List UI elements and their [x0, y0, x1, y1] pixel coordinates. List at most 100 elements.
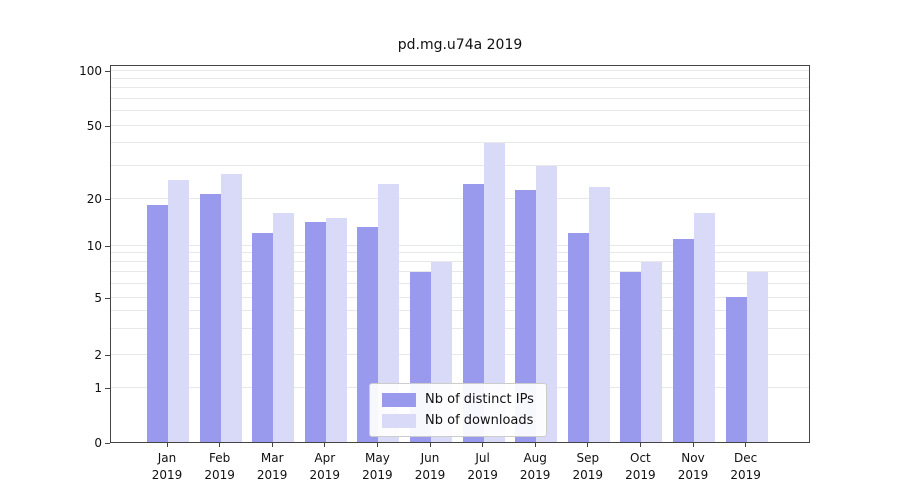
bar-ips-dec — [725, 297, 747, 442]
x-tick-mark — [271, 443, 273, 447]
plot-area: Nb of distinct IPs Nb of downloads — [110, 65, 810, 443]
x-tick-label-year: 2019 — [677, 468, 709, 482]
gridline — [111, 252, 809, 254]
bar-ips-feb — [199, 194, 221, 442]
bar-downloads-aug — [536, 165, 558, 442]
gridline — [111, 261, 809, 263]
y-tick-mark — [105, 298, 110, 299]
x-tick-label-month: Aug — [523, 451, 547, 465]
x-tick-mark — [482, 443, 484, 447]
bar-downloads-apr — [325, 217, 347, 442]
bar-downloads-jul — [483, 142, 505, 442]
y-tick-mark — [105, 443, 110, 444]
y-tick-label: 20 — [86, 192, 102, 206]
gridline — [111, 69, 809, 71]
gridline — [111, 197, 809, 199]
bar-downloads-sep — [588, 186, 610, 442]
gridline — [111, 110, 809, 112]
bar-ips-jul — [462, 183, 484, 442]
gridline — [111, 271, 809, 273]
x-tick-label-year: 2019 — [309, 468, 341, 482]
chart-title: pd.mg.u74a 2019 — [397, 37, 523, 53]
y-tick-label: 2 — [94, 348, 102, 362]
gridline — [111, 296, 809, 298]
gridline — [111, 142, 809, 144]
gridline — [111, 97, 809, 99]
bar-ips-aug — [515, 190, 537, 442]
x-tick-label-year: 2019 — [519, 468, 551, 482]
x-tick-label-year: 2019 — [151, 468, 183, 482]
y-tick-label: 1 — [94, 381, 102, 395]
bar-ips-jan — [147, 205, 168, 442]
x-tick-label-month: Jan — [157, 451, 177, 465]
bar-ips-mar — [252, 232, 274, 442]
legend-label-downloads: Nb of downloads — [425, 413, 534, 428]
bar-downloads-jan — [168, 180, 189, 442]
bar-downloads-may — [378, 183, 400, 442]
y-tick-mark — [105, 388, 110, 389]
gridline — [111, 328, 809, 330]
gridline — [111, 282, 809, 284]
x-tick-mark — [166, 443, 168, 447]
y-tick-mark — [105, 71, 110, 72]
bar-ips-apr — [304, 222, 326, 442]
x-tick-mark — [219, 443, 221, 447]
legend-item-downloads: Nb of downloads — [382, 413, 534, 428]
x-tick-mark — [534, 443, 536, 447]
gridline — [111, 124, 809, 126]
y-tick-label: 100 — [79, 64, 102, 78]
x-tick-label-year: 2019 — [730, 468, 761, 482]
legend-swatch-distinct-ips — [382, 392, 416, 407]
y-tick-label: 5 — [94, 291, 102, 305]
bar-downloads-dec — [746, 271, 768, 442]
bar-downloads-oct — [641, 261, 663, 442]
gridline — [111, 310, 809, 312]
y-tick-mark — [105, 355, 110, 356]
legend-label-distinct-ips: Nb of distinct IPs — [425, 392, 534, 407]
y-tick-mark — [105, 246, 110, 247]
x-tick-label-month: Feb — [208, 451, 231, 465]
x-tick-label-month: May — [364, 451, 390, 465]
y-tick-mark — [105, 199, 110, 200]
x-tick-mark — [587, 443, 589, 447]
y-tick-label: 0 — [94, 436, 102, 450]
x-tick-label-month: Jul — [475, 451, 490, 465]
bar-downloads-mar — [273, 213, 295, 442]
x-tick-label-year: 2019 — [625, 468, 656, 482]
y-tick-label: 50 — [86, 119, 102, 133]
x-tick-label-month: Dec — [733, 451, 758, 465]
legend-swatch-downloads — [382, 413, 416, 428]
y-tick-label: 10 — [86, 239, 102, 253]
legend-item-distinct-ips: Nb of distinct IPs — [382, 392, 534, 407]
bar-ips-oct — [620, 271, 642, 442]
bar-downloads-nov — [694, 213, 715, 442]
x-tick-label-year: 2019 — [204, 468, 235, 482]
x-tick-label-year: 2019 — [572, 468, 604, 482]
x-tick-mark — [745, 443, 747, 447]
legend: Nb of distinct IPs Nb of downloads — [369, 383, 547, 437]
x-tick-mark — [324, 443, 326, 447]
gridline — [111, 353, 809, 355]
x-tick-label-year: 2019 — [467, 468, 498, 482]
x-tick-label-month: Nov — [681, 451, 705, 465]
gridline — [111, 244, 809, 246]
x-tick-label-year: 2019 — [256, 468, 288, 482]
x-tick-mark — [692, 443, 694, 447]
x-tick-label-month: Jun — [420, 451, 440, 465]
x-tick-mark — [376, 443, 378, 447]
x-tick-label-month: Apr — [314, 451, 336, 465]
x-tick-label-month: Mar — [260, 451, 284, 465]
x-tick-mark — [639, 443, 641, 447]
x-tick-label-year: 2019 — [362, 468, 393, 482]
bar-ips-sep — [567, 232, 589, 442]
y-tick-mark — [105, 126, 110, 127]
x-tick-label-month: Oct — [630, 451, 651, 465]
gridline — [111, 165, 809, 167]
gridline — [111, 77, 809, 79]
gridline — [111, 87, 809, 89]
bar-ips-nov — [673, 238, 694, 442]
x-tick-label-year: 2019 — [414, 468, 446, 482]
bar-downloads-feb — [220, 174, 242, 442]
x-tick-label-month: Sep — [576, 451, 600, 465]
